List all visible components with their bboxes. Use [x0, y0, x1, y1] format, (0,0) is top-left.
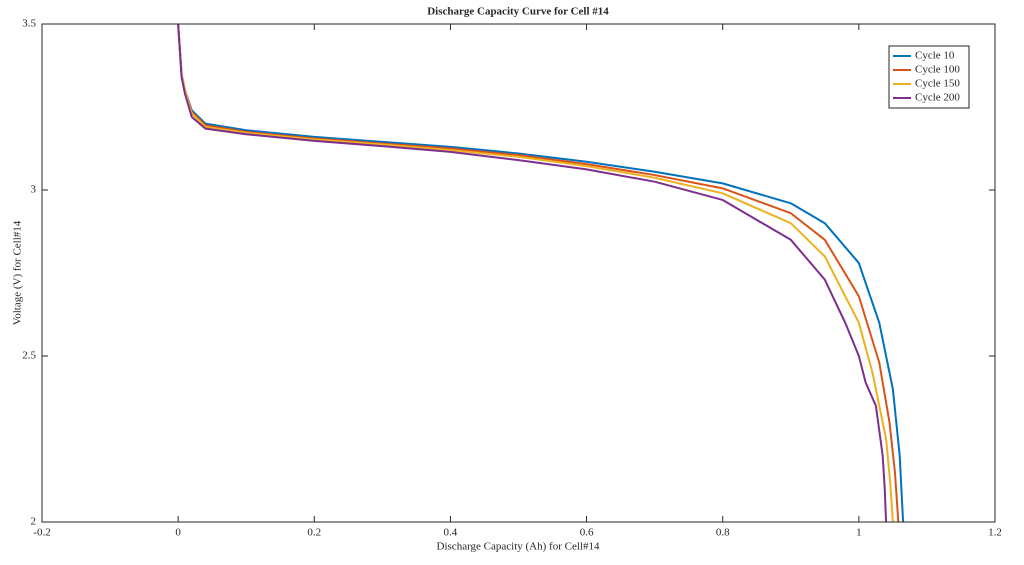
x-axis-label: Discharge Capacity (Ah) for Cell#14: [437, 541, 600, 553]
series-line: [177, 24, 900, 522]
y-tick-label: 3.5: [22, 18, 36, 30]
legend-label: Cycle 150: [915, 78, 960, 90]
series-line: [177, 24, 905, 522]
legend-label: Cycle 100: [915, 64, 960, 76]
legend: Cycle 10 Cycle 100 Cycle 150 Cycle 200: [888, 45, 970, 109]
x-tick-label: 0.4: [444, 527, 458, 539]
x-tick-label: 0.2: [307, 527, 321, 539]
x-tick-label: 0.8: [716, 527, 730, 539]
chart-title: Discharge Capacity Curve for Cell #14: [427, 6, 609, 18]
y-tick-label: 2.5: [22, 350, 36, 362]
series-line: [177, 24, 894, 522]
x-tick-label: 0.6: [580, 527, 594, 539]
x-tick-label: 1.2: [988, 527, 1002, 539]
y-axis-label: Voltage (V) for Cell#14: [12, 220, 24, 325]
series-line: [177, 24, 888, 522]
legend-label: Cycle 200: [915, 92, 960, 104]
plot-lines: [177, 24, 905, 522]
axes-box: [41, 23, 996, 523]
ticks: -0.2 0 0.2 0.4 0.6 0.8 1 1.2 2 2.5 3 3.5: [22, 18, 1002, 539]
x-tick-label: 1: [856, 527, 862, 539]
legend-label: Cycle 10: [915, 50, 955, 62]
x-tick-label: -0.2: [33, 527, 50, 539]
x-tick-label: 0: [175, 527, 181, 539]
y-tick-label: 3: [31, 184, 37, 196]
y-tick-label: 2: [31, 516, 37, 528]
